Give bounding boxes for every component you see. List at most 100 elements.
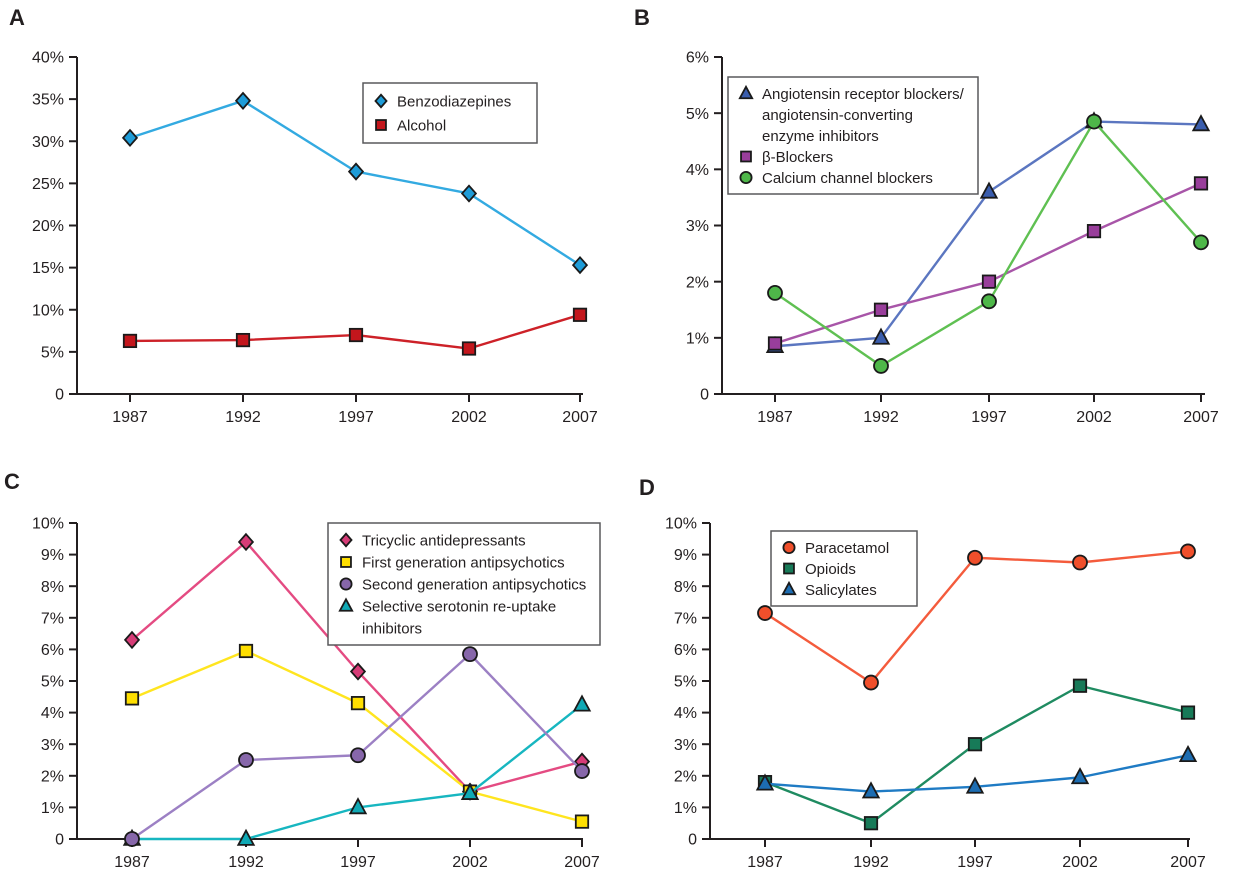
series-circle: [767, 113, 1209, 374]
panel-d: D 0 1% 2% 3% 4% 5% 6% 7% 8% 9% 10% 1987 1992 1997 2002…: [625, 443, 1250, 886]
legend-label: Tricyclic antidepressants: [362, 532, 526, 549]
series-circle: [757, 543, 1196, 691]
legend-label: Calcium channel blockers: [762, 170, 933, 187]
y-tick-label: 9%: [41, 547, 64, 564]
x-tick-label: 1987: [112, 409, 148, 426]
legend-label: β-Blockers: [762, 149, 833, 166]
y-tick-label: 0: [688, 832, 697, 849]
series-square: [767, 176, 1209, 351]
y-tick-label: 5%: [674, 674, 697, 691]
panel-a-letter: A: [9, 5, 25, 30]
y-tick-label: 4%: [686, 162, 709, 179]
y-tick-label: 6%: [674, 642, 697, 659]
axes: 0 1% 2% 3% 4% 5% 6% 7% 8% 9% 10% 1987 1992 1997 2002 20…: [32, 516, 600, 871]
x-tick-label: 1997: [971, 409, 1007, 426]
series-square: [757, 678, 1196, 831]
panel-b: B 0 1% 2% 3% 4% 5% 6% 1987 1992 1997 2002 2007 Angio…: [625, 0, 1250, 443]
y-tick-label: 4%: [41, 705, 64, 722]
legend: Benzodiazepines Alcohol: [362, 82, 538, 144]
legend-label: First generation antipsychotics: [362, 554, 565, 571]
y-tick-label: 8%: [674, 579, 697, 596]
y-tick-label: 15%: [32, 260, 64, 277]
y-tick-label: 40%: [32, 50, 64, 67]
x-tick-label: 2002: [1062, 854, 1098, 871]
y-tick-label: 3%: [41, 737, 64, 754]
x-tick-label: 2007: [1183, 409, 1219, 426]
series-square: [122, 307, 588, 356]
x-tick-label: 1987: [747, 854, 783, 871]
y-tick-label: 5%: [41, 674, 64, 691]
y-tick-label: 7%: [41, 610, 64, 627]
legend-label: inhibitors: [362, 620, 422, 637]
y-tick-label: 6%: [41, 642, 64, 659]
panel-c: C 0 1% 2% 3% 4% 5% 6% 7% 8% 9% 10% 1987 1992 1997 2002…: [0, 443, 625, 886]
chart-b-cardiovascular-drugs: 0 1% 2% 3% 4% 5% 6% 1987 1992 1997 2002 2007 Angiote…: [686, 50, 1219, 426]
legend: Paracetamol Opioids Salicylates: [770, 530, 918, 607]
x-tick-label: 1992: [228, 854, 264, 871]
chart-a-benzodiazepines-alcohol: 0 5% 10% 15% 20% 25% 30% 35% 40% 1987 1992 1997 2002…: [32, 50, 598, 426]
y-tick-label: 8%: [41, 579, 64, 596]
x-tick-label: 1997: [340, 854, 376, 871]
y-tick-label: 2%: [674, 768, 697, 785]
axes: 0 1% 2% 3% 4% 5% 6% 1987 1992 1997 2002 2007: [686, 50, 1219, 426]
x-tick-label: 1992: [853, 854, 889, 871]
y-tick-label: 1%: [686, 330, 709, 347]
x-tick-label: 2007: [562, 409, 598, 426]
x-tick-label: 2002: [451, 409, 487, 426]
panel-b-letter: B: [634, 5, 650, 30]
y-tick-label: 6%: [686, 50, 709, 67]
axes: 0 1% 2% 3% 4% 5% 6% 7% 8% 9% 10% 1987 1992 1997 2002 20…: [665, 516, 1206, 871]
x-tick-label: 2002: [1076, 409, 1112, 426]
legend: Tricyclic antidepressants First generatio…: [327, 522, 601, 646]
legend-label: Benzodiazepines: [397, 93, 511, 110]
x-tick-label: 1997: [338, 409, 374, 426]
y-tick-label: 0: [55, 387, 64, 404]
y-tick-label: 2%: [41, 768, 64, 785]
y-tick-label: 7%: [674, 610, 697, 627]
x-tick-label: 1987: [114, 854, 150, 871]
y-tick-label: 2%: [686, 274, 709, 291]
panel-a: A 0 5% 10% 15% 20% 25% 30% 35% 40% 1987 1992 1997 20…: [0, 0, 625, 443]
y-tick-label: 10%: [32, 302, 64, 319]
series-triangle: [122, 694, 592, 846]
x-tick-label: 1992: [863, 409, 899, 426]
y-tick-label: 4%: [674, 705, 697, 722]
panel-d-letter: D: [639, 475, 655, 500]
legend-label: Paracetamol: [805, 540, 889, 557]
axes: 0 5% 10% 15% 20% 25% 30% 35% 40% 1987 1992 1997 2002…: [32, 50, 598, 426]
legend-label: Second generation antipsychotics: [362, 576, 586, 593]
x-tick-label: 2007: [1170, 854, 1206, 871]
chart-d-analgesics: 0 1% 2% 3% 4% 5% 6% 7% 8% 9% 10% 1987 1992 1997 2002 20…: [665, 516, 1206, 871]
legend-label: Alcohol: [397, 117, 446, 134]
legend-label: Salicylates: [805, 582, 877, 599]
x-tick-label: 2007: [564, 854, 600, 871]
y-tick-label: 5%: [686, 106, 709, 123]
x-tick-label: 1992: [225, 409, 261, 426]
y-tick-label: 5%: [41, 344, 64, 361]
legend: Angiotensin receptor blockers/angiotensi…: [727, 76, 979, 195]
series-circle: [124, 646, 590, 847]
x-tick-label: 2002: [452, 854, 488, 871]
y-tick-label: 35%: [32, 92, 64, 109]
y-tick-label: 10%: [32, 516, 64, 533]
y-tick-label: 0: [55, 832, 64, 849]
y-tick-label: 1%: [41, 800, 64, 817]
legend-label: Angiotensin receptor blockers/: [762, 86, 965, 103]
legend-label: Opioids: [805, 561, 856, 578]
x-tick-label: 1987: [757, 409, 793, 426]
y-tick-label: 3%: [686, 218, 709, 235]
panel-c-letter: C: [4, 469, 20, 494]
y-tick-label: 1%: [674, 800, 697, 817]
y-tick-label: 3%: [674, 737, 697, 754]
x-tick-label: 1997: [957, 854, 993, 871]
chart-c-psychotropic-drugs: 0 1% 2% 3% 4% 5% 6% 7% 8% 9% 10% 1987 1992 1997 2002 20…: [32, 516, 601, 871]
legend-label: enzyme inhibitors: [762, 128, 879, 145]
series-triangle: [755, 744, 1198, 799]
y-tick-label: 0: [700, 387, 709, 404]
y-tick-label: 10%: [665, 516, 697, 533]
y-tick-label: 9%: [674, 547, 697, 564]
series-diamond: [121, 91, 589, 275]
y-tick-label: 25%: [32, 176, 64, 193]
y-tick-label: 30%: [32, 134, 64, 151]
